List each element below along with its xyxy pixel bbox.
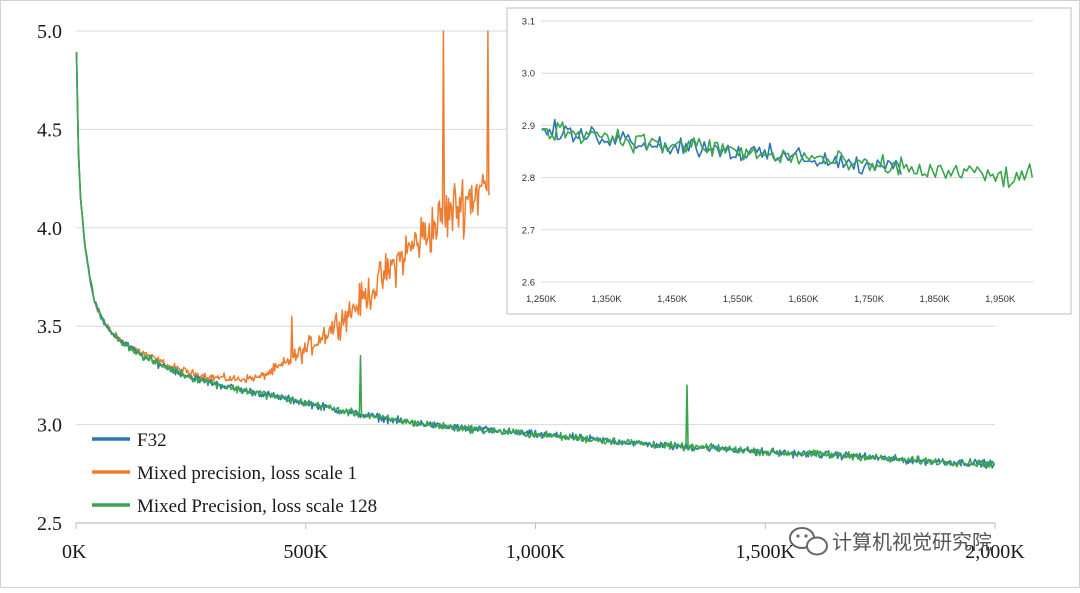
main-y-tick-label: 3.0 xyxy=(37,415,62,437)
inset-y-tick-label: 2.7 xyxy=(522,225,535,236)
watermark-text: 计算机视觉研究院 xyxy=(832,530,992,554)
main-axes xyxy=(75,522,996,529)
inset-x-tick-label: 1,850K xyxy=(920,294,951,305)
inset-series-f32 xyxy=(541,118,902,175)
legend-label-mixed-128: Mixed Precision, loss scale 128 xyxy=(137,496,377,517)
main-y-tick-label: 3.5 xyxy=(37,316,62,338)
legend: F32 Mixed precision, loss scale 1 Mixed … xyxy=(92,430,377,517)
inset-gridlines xyxy=(541,20,1033,283)
main-y-tick-label: 4.5 xyxy=(37,119,62,141)
inset-chart: 2.6 2.7 2.8 2.9 3.0 3.1 1,250K 1,350K 1,450K 1,5… xyxy=(506,7,1072,315)
main-x-tick-label: 0K xyxy=(62,541,87,563)
inset-x-tick-label: 1,750K xyxy=(854,294,885,305)
main-series-mixed-precision-loss-scale-1 xyxy=(75,30,490,384)
inset-y-tick-label: 2.9 xyxy=(522,121,535,132)
inset-x-tick-label: 1,650K xyxy=(788,294,819,305)
main-x-tick-label: 1,000K xyxy=(506,541,566,563)
inset-y-tick-label: 3.0 xyxy=(522,69,535,80)
main-x-tick-labels: 0K 500K 1,000K 1,500K 2,000K xyxy=(62,541,1025,563)
main-y-tick-label: 5.0 xyxy=(37,21,62,43)
main-series-lines xyxy=(75,30,996,470)
watermark: 计算机视觉研究院 xyxy=(789,527,992,556)
main-x-tick-label: 500K xyxy=(284,541,329,563)
inset-series-lines xyxy=(541,118,1034,189)
inset-x-tick-label: 1,250K xyxy=(526,294,557,305)
inset-y-tick-label: 2.8 xyxy=(522,173,535,184)
inset-y-tick-label: 3.1 xyxy=(522,17,535,28)
inset-x-tick-label: 1,550K xyxy=(723,294,754,305)
main-y-tick-label: 2.5 xyxy=(37,513,62,535)
main-y-tick-label: 4.0 xyxy=(37,218,62,240)
legend-label-f32: F32 xyxy=(137,430,167,451)
inset-x-tick-label: 1,950K xyxy=(985,294,1016,305)
inset-y-tick-label: 2.6 xyxy=(522,278,535,289)
wechat-bubble-icon xyxy=(789,527,828,556)
inset-y-tick-labels: 2.6 2.7 2.8 2.9 3.0 3.1 xyxy=(522,17,535,289)
main-series-mixed-precision-loss-scale-128 xyxy=(75,51,996,468)
inset-x-tick-label: 1,350K xyxy=(592,294,623,305)
main-y-tick-labels: 2.5 3.0 3.5 4.0 4.5 5.0 xyxy=(37,21,62,535)
inset-x-tick-labels: 1,250K 1,350K 1,450K 1,550K 1,650K 1,750K 1,85… xyxy=(526,294,1016,305)
main-x-tick-label: 2,000K xyxy=(965,541,1025,563)
inset-frame xyxy=(506,7,1072,315)
legend-label-mixed-1: Mixed precision, loss scale 1 xyxy=(137,463,357,484)
inset-series-mixed-precision-loss-scale-128 xyxy=(541,121,1034,189)
main-x-tick-label: 1,500K xyxy=(736,541,796,563)
inset-x-tick-label: 1,450K xyxy=(657,294,688,305)
